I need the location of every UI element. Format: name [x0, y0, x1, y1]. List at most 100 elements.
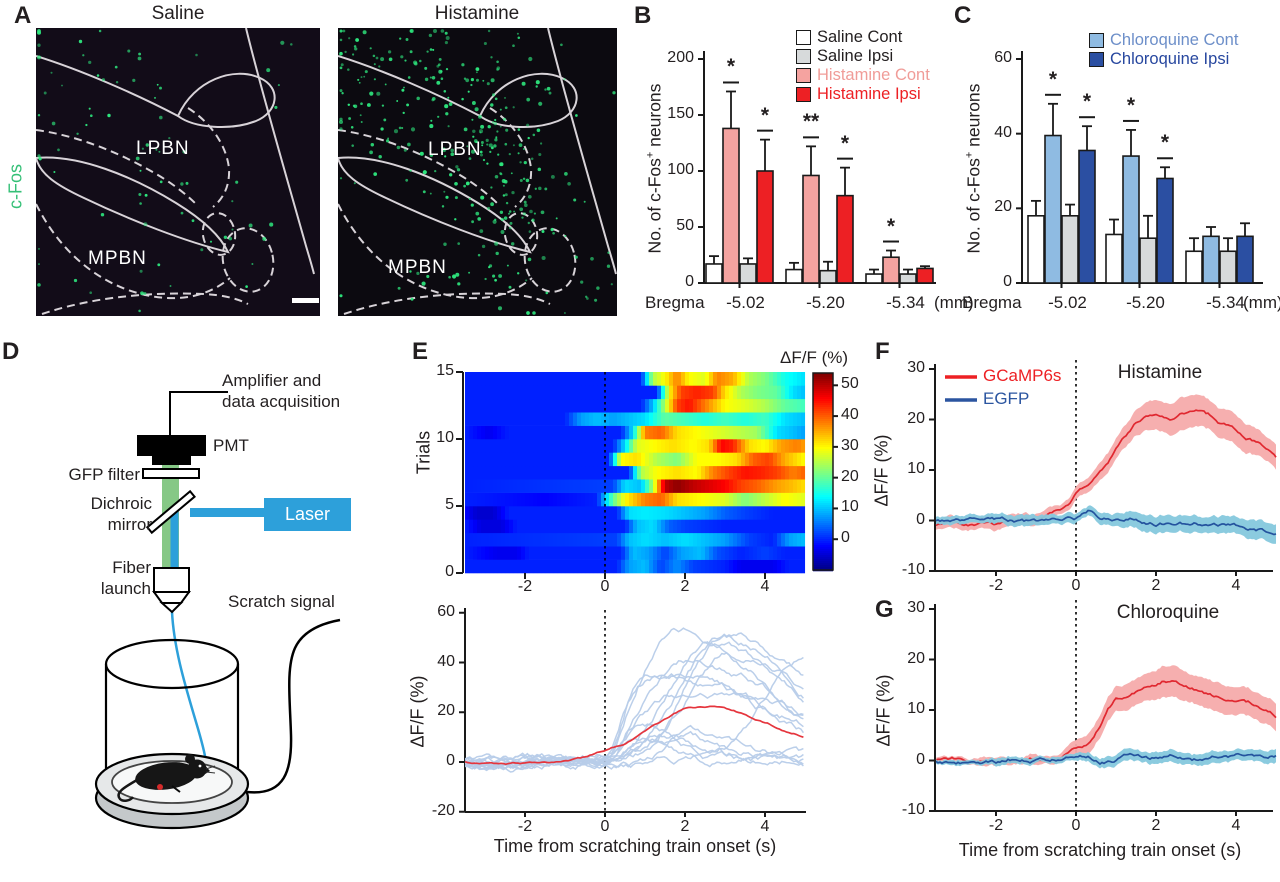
heatmap-cell: [681, 465, 686, 480]
heatmap-cell: [697, 519, 702, 534]
heatmap-cell: [777, 532, 782, 547]
c-fos-dot: [544, 88, 547, 91]
heatmap-cell: [505, 559, 510, 574]
c-fos-dot: [494, 278, 497, 282]
heatmap-cell: [569, 492, 574, 507]
bar: [1139, 237, 1157, 284]
heatmap-cell: [749, 398, 754, 413]
c-fos-dot: [430, 119, 433, 122]
heatmap-cell: [653, 559, 658, 574]
heatmap-cell: [789, 465, 794, 480]
heatmap-cell: [777, 425, 782, 440]
heatmap-cell: [557, 519, 562, 534]
colorbar-title: ΔF/F (%): [780, 348, 849, 367]
heatmap-cell: [565, 425, 570, 440]
heatmap-cell: [789, 532, 794, 547]
c-fos-dot: [405, 178, 409, 182]
colorbar-cell: [813, 399, 833, 402]
heatmap-cell: [637, 398, 642, 413]
heatmap-cell: [589, 532, 594, 547]
heatmap-cell: [661, 479, 666, 493]
legend-label: Saline Ipsi: [817, 47, 894, 65]
bar: [1105, 233, 1123, 284]
heatmap-cell: [509, 412, 514, 426]
trial-trace: [465, 641, 804, 768]
heatmap-cell: [709, 425, 714, 440]
c-fos-dot: [419, 151, 424, 156]
c-fos-dot: [505, 128, 509, 132]
heatmap-cell: [565, 412, 570, 426]
heatmap-cell: [501, 532, 506, 547]
heatmap-cell: [685, 479, 690, 493]
c-fos-dot: [494, 138, 498, 142]
heatmap-cell: [561, 546, 566, 560]
c-fos-dot: [154, 96, 156, 99]
heatmap-cell: [765, 506, 770, 520]
heatmap-cell: [769, 372, 774, 386]
c-fos-dot: [429, 76, 432, 79]
heatmap-cell: [585, 439, 590, 453]
heatmap-cell: [765, 546, 770, 560]
heatmap-cell: [469, 465, 474, 480]
heatmap-cell: [553, 546, 558, 560]
panel-label-g: G: [875, 596, 894, 623]
c-fos-dot: [339, 117, 343, 121]
heatmap-cell: [693, 519, 698, 534]
heatmap-cell: [497, 492, 502, 507]
heatmap-cell: [473, 452, 478, 467]
heatmap-cell: [505, 398, 510, 413]
heatmap-cell: [497, 506, 502, 520]
heatmap-cell: [753, 385, 758, 400]
c-fos-dot: [364, 70, 368, 74]
heatmap-cell: [697, 506, 702, 520]
heatmap-cell: [689, 532, 694, 547]
heatmap-cell: [505, 465, 510, 480]
heatmap-cell: [737, 559, 742, 574]
c-fos-dot: [504, 106, 508, 110]
c-fos-dot: [457, 282, 461, 286]
c-fos-dot: [468, 157, 472, 160]
c-fos-dot: [355, 38, 360, 42]
heatmap-cell: [777, 465, 782, 480]
c-fos-dot: [96, 74, 100, 77]
c-fos-dot: [409, 270, 412, 273]
heatmap-cell: [509, 439, 514, 453]
heatmap-cell: [745, 465, 750, 480]
heatmap-cell: [669, 452, 674, 467]
mean-line: [935, 752, 1277, 766]
heatmap-cell: [601, 465, 606, 480]
heatmap-cell: [613, 532, 618, 547]
c-fos-dot: [590, 256, 594, 261]
heatmap-cell: [789, 559, 794, 574]
heatmap-cell: [605, 452, 610, 467]
heatmap-cell: [617, 532, 622, 547]
heatmap-cell: [601, 439, 606, 453]
heatmap-cell: [533, 412, 538, 426]
colorbar-cell: [813, 479, 833, 482]
heatmap-cell: [593, 425, 598, 440]
heatmap-cell: [645, 385, 650, 400]
heatmap-cell: [549, 465, 554, 480]
heatmap-cell: [549, 425, 554, 440]
heatmap-cell: [553, 532, 558, 547]
c-fos-dot: [37, 55, 41, 60]
heatmap-cell: [657, 532, 662, 547]
c-fos-dot: [360, 102, 363, 106]
heatmap-cell: [661, 385, 666, 400]
colorbar-cell: [813, 525, 833, 528]
heatmap-cell: [657, 546, 662, 560]
c-fos-dot: [486, 162, 489, 165]
bar: [1185, 250, 1203, 284]
heatmap-cell: [573, 479, 578, 493]
heatmap-cell: [577, 452, 582, 467]
heatmap-cell: [741, 412, 746, 426]
heatmap-cell: [685, 425, 690, 440]
heatmap-cell: [553, 425, 558, 440]
c-fos-dot: [139, 169, 142, 172]
y-tick-label: 200: [667, 49, 694, 66]
c-fos-dot: [353, 182, 356, 185]
heatmap-cell: [697, 425, 702, 440]
heatmap-cell: [521, 532, 526, 547]
heatmap-cell: [637, 546, 642, 560]
heatmap-cell: [681, 479, 686, 493]
